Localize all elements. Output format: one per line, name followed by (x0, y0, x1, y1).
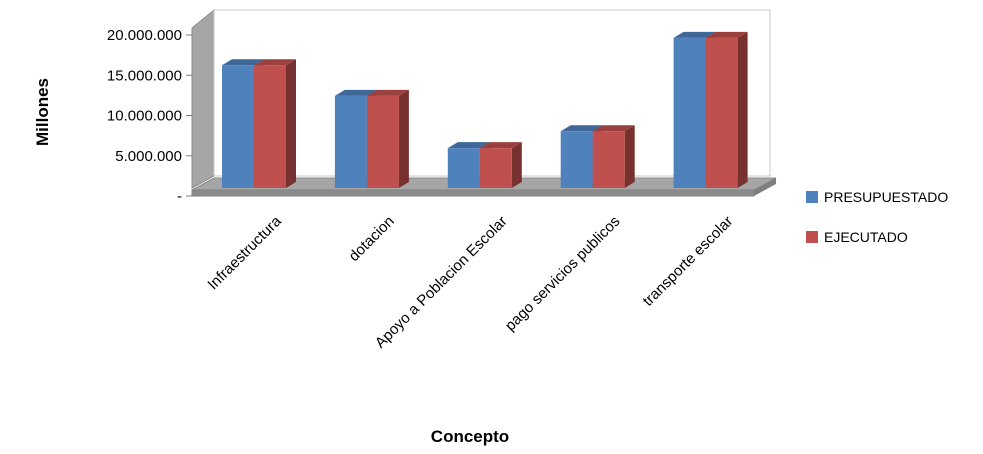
bar-side (398, 89, 409, 188)
bar-top (222, 59, 264, 66)
legend: PRESUPUESTADO EJECUTADO (806, 189, 948, 245)
bar-ejecutado-5 (705, 31, 748, 189)
floor-front (191, 189, 755, 197)
legend-swatch (806, 191, 818, 203)
bar-presupuestado-3 (447, 142, 490, 188)
bar-front (673, 37, 706, 189)
bar-top (673, 31, 716, 38)
y-tick-label: 15.000.000 (107, 67, 182, 84)
legend-label: EJECUTADO (824, 229, 908, 245)
bar-top (479, 142, 522, 149)
bar-side (511, 142, 522, 188)
legend-item-ejecutado: EJECUTADO (806, 229, 908, 245)
bar-front (479, 148, 512, 188)
side-wall (191, 8, 215, 189)
bar-front (560, 131, 593, 188)
bar-side (737, 31, 748, 189)
floor-side (754, 178, 776, 196)
x-tick-label: pago servicios publicos (502, 213, 624, 335)
bar-front (705, 37, 738, 189)
x-tick-label: Apoyo a Poblacion Escolar (372, 213, 511, 352)
bar-top (334, 89, 377, 96)
bar-front (447, 148, 480, 188)
bar-series (222, 31, 748, 189)
y-tick-label: 10.000.000 (107, 108, 182, 125)
y-tick-label: 5.000.000 (115, 148, 182, 165)
y-tick-label: 20.000.000 (107, 27, 182, 44)
bar-top (592, 125, 635, 132)
x-axis-title: Concepto (431, 427, 509, 446)
bar-side (624, 125, 635, 188)
bar-top (447, 142, 490, 149)
bar-ejecutado-1 (254, 59, 296, 188)
y-axis-title: Millones (33, 78, 52, 146)
bar-front (592, 131, 625, 188)
x-tick-label: transporte escolar (640, 213, 737, 310)
x-tick-label: dotacion (346, 213, 398, 265)
bar-ejecutado-4 (592, 125, 635, 188)
bar-top (366, 89, 409, 96)
bar-ejecutado-2 (366, 89, 409, 188)
bar-top (254, 59, 296, 66)
bar-ejecutado-3 (479, 142, 522, 188)
legend-item-presupuestado: PRESUPUESTADO (806, 189, 948, 205)
bar-front (366, 95, 399, 188)
legend-swatch (806, 231, 818, 243)
bar-front (254, 65, 286, 188)
bar-front (222, 65, 254, 188)
bar-front (334, 95, 367, 188)
y-tick-labels: - 5.000.000 10.000.000 15.000.000 20.000.000 (107, 27, 192, 205)
x-tick-label: Infraestructura (204, 212, 285, 293)
bar-top (705, 31, 748, 38)
bar-side (286, 59, 296, 188)
legend-label: PRESUPUESTADO (824, 189, 948, 205)
bar-top (560, 125, 603, 132)
y-tick-label: - (177, 188, 182, 205)
